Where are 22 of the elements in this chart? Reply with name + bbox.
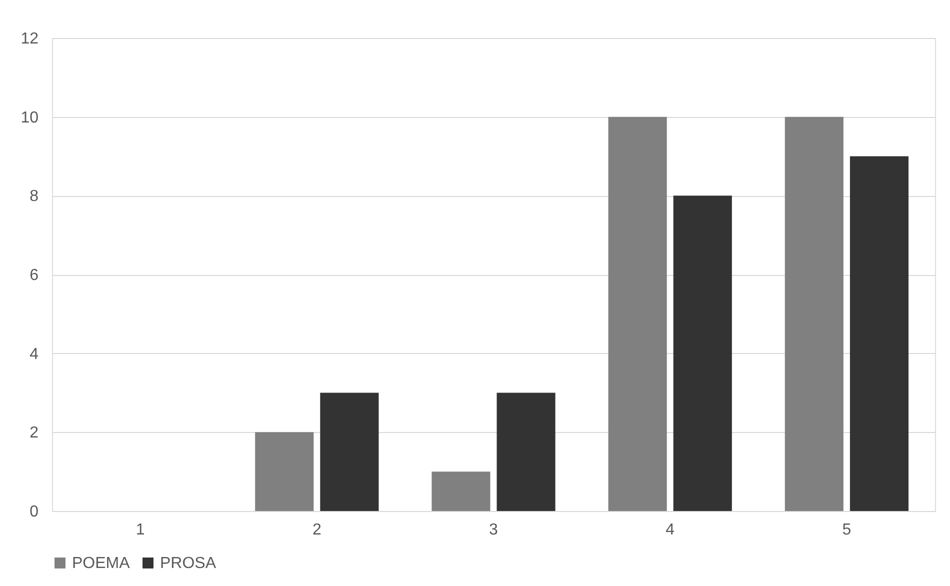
bar xyxy=(784,116,844,511)
x-tick-label: 4 xyxy=(666,522,675,538)
x-tick-label: 1 xyxy=(136,522,145,538)
x-tick-label: 2 xyxy=(312,522,322,538)
x-tick-label: 5 xyxy=(842,522,852,538)
y-tick-label: 0 xyxy=(30,504,39,520)
bar xyxy=(608,116,667,511)
bar xyxy=(850,156,909,511)
bar xyxy=(673,196,732,511)
bar xyxy=(255,432,314,511)
bar xyxy=(496,392,556,511)
x-tick-label: 3 xyxy=(489,522,498,538)
bar xyxy=(320,392,379,511)
legend-label: PROSA xyxy=(160,555,216,572)
y-tick-label: 12 xyxy=(20,30,39,48)
y-tick-label: 10 xyxy=(20,109,39,126)
y-tick-label: 4 xyxy=(30,346,39,363)
y-tick-label: 2 xyxy=(30,424,39,442)
y-tick-label: 6 xyxy=(30,267,39,284)
legend-label: POEMA xyxy=(72,555,130,572)
bar xyxy=(432,472,490,511)
y-tick-label: 8 xyxy=(30,188,39,206)
